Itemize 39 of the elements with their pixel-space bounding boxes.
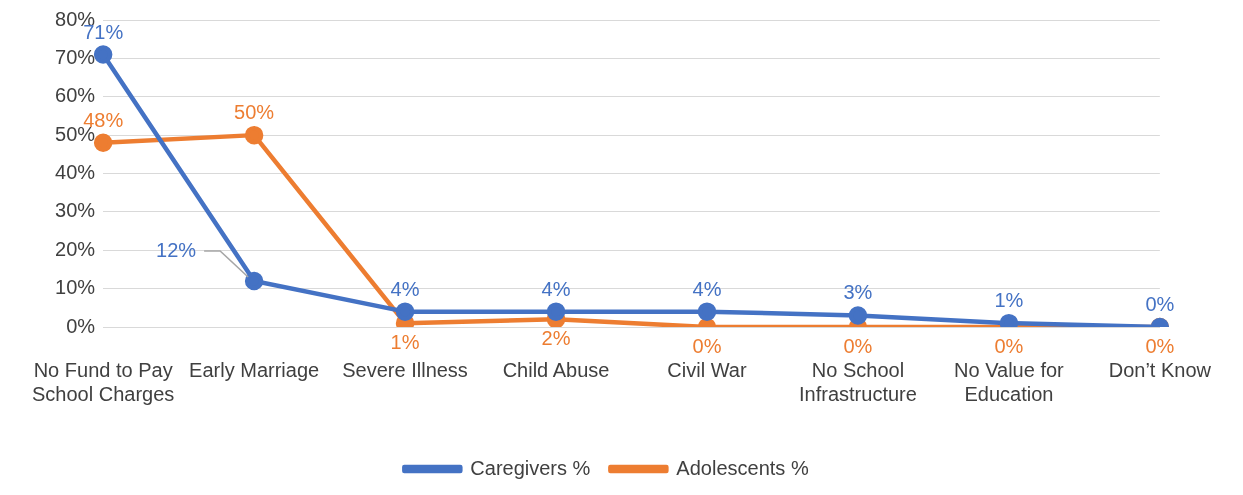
data-label: 1% (390, 331, 420, 354)
data-label: 50% (234, 101, 275, 124)
x-tick-label: Severe Illness (342, 358, 468, 381)
point (93, 133, 113, 153)
legend-label: Adolescents % (676, 456, 809, 479)
data-label: 0% (1145, 335, 1175, 357)
data-label: 0% (692, 335, 722, 357)
legend-label: Caregivers % (470, 456, 591, 479)
y-tick-label: 40% (55, 161, 96, 184)
point (93, 45, 113, 64)
data-label: 4% (541, 277, 571, 300)
point (244, 125, 264, 145)
point (546, 302, 566, 321)
y-tick-label: 70% (55, 45, 96, 68)
x-tick-label: No Value for Education (954, 358, 1065, 405)
y-tick-label: 30% (55, 199, 96, 222)
y-tick-label: 20% (55, 237, 96, 260)
y-tick-label: 60% (55, 84, 96, 107)
data-label: 4% (390, 277, 420, 300)
data-label: 0% (1145, 293, 1175, 315)
x-tick-label: No School Infrastructure (799, 358, 917, 405)
y-tick-label: 0% (66, 314, 96, 337)
data-label: 2% (541, 327, 571, 350)
x-tick-label: Don’t Know (1108, 358, 1212, 381)
x-tick-label: Civil War (667, 358, 747, 381)
point (244, 271, 264, 291)
point (395, 302, 415, 321)
data-label: 0% (994, 335, 1024, 357)
data-label: 0% (843, 335, 873, 357)
data-label: 4% (692, 277, 722, 300)
y-tick-label: 10% (55, 276, 96, 299)
data-label: 3% (843, 281, 873, 304)
data-label: 12% (156, 238, 197, 261)
point (848, 306, 868, 325)
point (697, 302, 717, 321)
x-tick-label: Early Marriage (189, 358, 320, 381)
data-label: 1% (994, 289, 1024, 312)
x-tick-label: Child Abuse (502, 358, 610, 381)
x-tick-label: No Fund to Pay School Charges (32, 358, 175, 405)
